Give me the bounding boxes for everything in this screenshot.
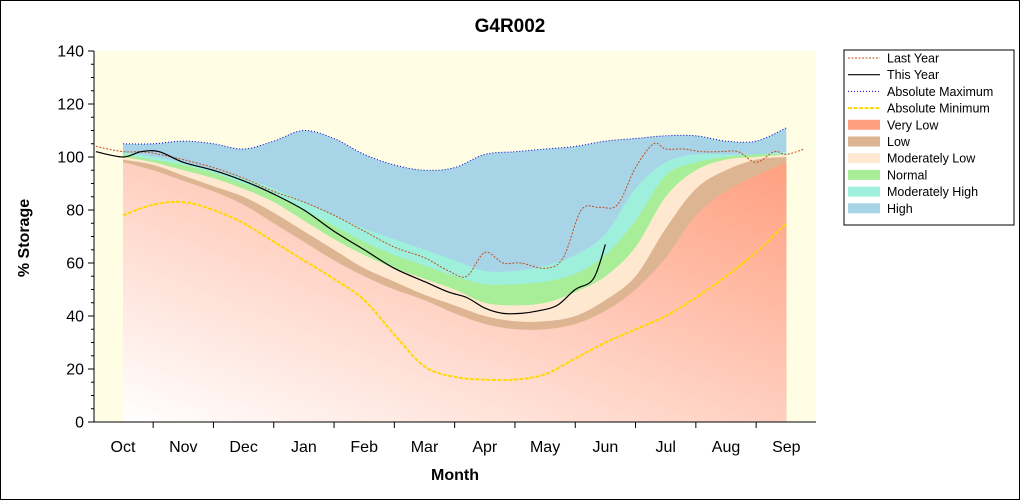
- x-tick-label: Feb: [350, 439, 378, 456]
- x-tick-label: Aug: [712, 439, 740, 456]
- band-very-low: [123, 162, 787, 423]
- legend-swatch-high: [848, 203, 880, 214]
- x-tick-label: Dec: [229, 439, 257, 456]
- x-tick-label: Sep: [772, 439, 801, 456]
- legend-label-last-year: Last Year: [887, 52, 939, 66]
- legend-label-very-low: Very Low: [887, 118, 939, 132]
- x-tick-label: Oct: [111, 439, 136, 456]
- legend-swatch-low: [848, 136, 880, 147]
- axes: 0 20 40 60 80 100 120 140 Oct Nov Dec Jan Feb Mar Apr M…: [57, 44, 816, 456]
- x-tick-label: Apr: [472, 439, 498, 456]
- legend-label-absolute-minimum: Absolute Minimum: [887, 102, 990, 116]
- y-tick-label: 20: [66, 362, 84, 379]
- x-tick-label: Jul: [655, 439, 675, 456]
- legend-swatch-very-low: [848, 119, 880, 130]
- x-tick-label: Mar: [411, 439, 439, 456]
- y-tick-label: 40: [66, 309, 84, 326]
- series-this-year: [95, 150, 606, 315]
- legend-label-this-year: This Year: [887, 68, 939, 82]
- legend-label-moderately-low: Moderately Low: [887, 152, 976, 166]
- x-tick-label: Jun: [593, 439, 619, 456]
- legend-label-absolute-maximum: Absolute Maximum: [887, 85, 993, 99]
- y-axis-title: % Storage: [16, 199, 33, 277]
- legend-label-normal: Normal: [887, 168, 927, 182]
- y-tick-label: 140: [57, 44, 84, 61]
- legend-swatch-normal: [848, 169, 880, 180]
- legend-label-high: High: [887, 202, 913, 216]
- series-absolute-maximum: [122, 127, 787, 171]
- plot-area: [94, 51, 816, 423]
- y-tick-label: 120: [57, 97, 84, 114]
- x-tick-label: Jan: [291, 439, 317, 456]
- series-absolute-minimum: [122, 200, 787, 382]
- y-tick-label: 0: [75, 415, 84, 432]
- legend: Last Year This Year Absolute Maximum Absolu…: [843, 49, 1015, 226]
- y-tick-label: 100: [57, 150, 84, 167]
- legend-swatch-moderately-low: [848, 153, 880, 164]
- legend-label-low: Low: [887, 135, 911, 149]
- x-axis-title: Month: [431, 467, 479, 484]
- y-tick-label: 80: [66, 203, 84, 220]
- x-tick-label: Nov: [169, 439, 197, 456]
- legend-swatch-moderately-high: [848, 186, 880, 197]
- chart-title: G4R002: [475, 16, 546, 37]
- x-tick-label: May: [530, 439, 560, 456]
- y-tick-label: 60: [66, 256, 84, 273]
- legend-label-moderately-high: Moderately High: [887, 185, 978, 199]
